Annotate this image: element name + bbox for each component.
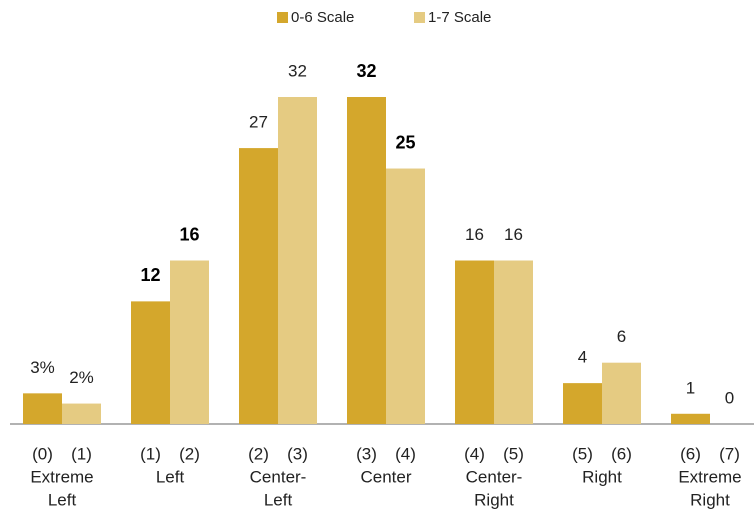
legend-label: 0-6 Scale <box>291 9 354 26</box>
value-label: 12 <box>140 265 160 285</box>
bar <box>563 383 602 424</box>
value-label: 6 <box>617 327 626 346</box>
x-code-label: (3) <box>287 444 308 463</box>
bar <box>239 148 278 424</box>
value-label: 27 <box>249 113 268 132</box>
x-code-label: (5) <box>572 444 593 463</box>
bar <box>131 301 170 424</box>
x-tick-label: Center <box>360 467 411 486</box>
legend-label: 1-7 Scale <box>428 9 491 26</box>
x-code-label: (2) <box>248 444 269 463</box>
x-code-label: (3) <box>356 444 377 463</box>
x-code-label: (4) <box>395 444 416 463</box>
x-code-label: (0) <box>32 444 53 463</box>
x-tick-label: Extreme <box>30 467 93 486</box>
x-tick-label: Left <box>156 467 185 486</box>
legend-swatch <box>414 12 425 23</box>
x-tick-label: Right <box>582 467 622 486</box>
x-code-label: (6) <box>611 444 632 463</box>
bar <box>602 362 641 424</box>
bar <box>494 260 533 424</box>
x-code-label: (1) <box>140 444 161 463</box>
x-code-label: (7) <box>719 444 740 463</box>
x-code-label: (2) <box>179 444 200 463</box>
x-tick-label: Extreme <box>678 467 741 486</box>
value-label: 16 <box>504 225 523 244</box>
bar <box>347 97 386 424</box>
bar <box>455 260 494 424</box>
value-label: 1 <box>686 378 695 397</box>
bar <box>671 413 710 424</box>
x-code-label: (5) <box>503 444 524 463</box>
bar <box>386 168 425 424</box>
value-label: 16 <box>179 224 199 244</box>
x-code-label: (1) <box>71 444 92 463</box>
bar <box>23 393 62 424</box>
x-tick-label: Right <box>474 490 514 509</box>
x-tick-label: Right <box>690 490 730 509</box>
legend-swatch <box>277 12 288 23</box>
value-label: 4 <box>578 348 587 367</box>
bar <box>62 403 101 424</box>
x-tick-label: Left <box>48 490 77 509</box>
x-tick-label: Left <box>264 490 293 509</box>
value-label: 0 <box>725 388 734 407</box>
bar <box>170 260 209 424</box>
value-label: 2% <box>69 368 94 387</box>
bar <box>278 97 317 424</box>
value-label: 25 <box>395 132 415 152</box>
value-label: 16 <box>465 225 484 244</box>
x-tick-label: Center- <box>250 467 307 486</box>
x-code-label: (4) <box>464 444 485 463</box>
x-tick-label: Center- <box>466 467 523 486</box>
value-label: 32 <box>288 61 307 80</box>
value-label: 32 <box>356 61 376 81</box>
x-code-label: (6) <box>680 444 701 463</box>
value-label: 3% <box>30 358 55 377</box>
